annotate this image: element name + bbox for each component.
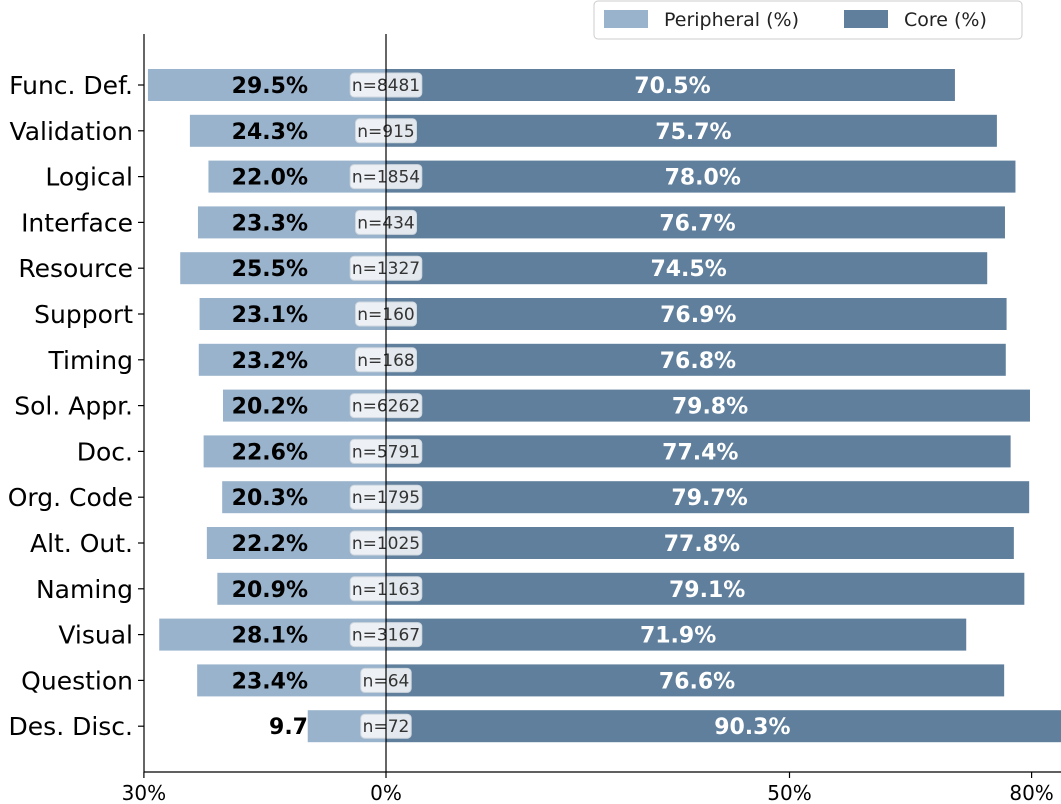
legend-swatch-peripheral [604,10,648,28]
core-value-label: 71.9% [640,624,716,649]
category-label: Visual [58,621,133,650]
peripheral-bar [147,69,386,101]
core-value-label: 75.7% [655,120,731,145]
category-label: Sol. Appr. [14,392,133,421]
core-value-label: 79.8% [672,395,748,420]
peripheral-value-label: 28.1% [232,624,308,649]
core-value-label: 79.1% [669,578,745,603]
legend: Peripheral (%) Core (%) [593,0,1023,40]
peripheral-bar [197,206,386,239]
core-value-label: 70.5% [634,74,710,99]
category-label: Alt. Out. [30,529,133,558]
peripheral-value-label: 20.3% [232,486,308,511]
core-bar [386,298,1007,330]
x-tick-label: 50% [767,781,811,804]
peripheral-value-label: 23.4% [232,669,308,694]
core-bar [386,710,1061,743]
core-value-label: 76.6% [659,669,735,694]
core-bar [386,664,1005,697]
core-value-label: 90.3% [714,715,790,740]
peripheral-value-label: 29.5% [232,74,308,99]
peripheral-value-label: 24.3% [232,120,308,145]
legend-label-peripheral: Peripheral (%) [664,9,799,31]
core-bar [386,572,1025,605]
core-value-label: 76.8% [660,349,736,374]
peripheral-bar [197,664,386,697]
peripheral-value-label: 22.6% [232,440,308,465]
category-label: Question [21,666,133,695]
core-bar [386,252,988,285]
peripheral-value-label: 20.2% [232,395,308,420]
core-bar [386,527,1014,559]
core-bar [386,206,1005,239]
core-value-label: 76.9% [660,303,736,328]
peripheral-value-label: 22.2% [232,532,308,557]
core-bar [386,160,1016,193]
core-bar [386,435,1011,468]
category-label: Timing [48,346,133,375]
peripheral-value-label: 23.1% [232,303,308,328]
axes: Func. Def. Validation Logical Interface Reso… [8,34,1061,804]
peripheral-value-label: 22.0% [232,166,308,191]
core-bar [386,343,1006,376]
peripheral-bar [159,618,386,651]
legend-label-core: Core (%) [904,9,987,31]
core-bar [386,114,997,147]
core-value-label: 79.7% [671,486,747,511]
peripheral-value-label: 20.9% [232,578,308,603]
core-value-label: 74.5% [650,257,726,282]
core-bar [386,481,1030,514]
x-tick-label: 80% [1009,781,1053,804]
peripheral-value-label: 25.5% [232,257,308,282]
core-bar [386,389,1030,422]
legend-swatch-core [844,10,888,28]
core-value-label: 76.7% [659,211,735,236]
category-label: Support [34,300,133,329]
category-label: Des. Disc. [9,712,133,741]
peripheral-value-label: 9.7 [269,715,308,740]
core-bar [386,69,955,101]
category-label: Func. Def. [9,71,133,100]
core-value-label: 78.0% [665,166,741,191]
category-label: Naming [36,575,133,604]
x-tick-label: 30% [122,781,166,804]
peripheral-value-label: 23.3% [232,211,308,236]
category-label: Validation [10,117,133,146]
core-bar [386,618,967,651]
category-label: Resource [18,254,133,283]
peripheral-value-label: 23.2% [232,349,308,374]
x-tick-label: 0% [370,781,402,804]
core-value-label: 77.8% [664,532,740,557]
peripheral-bar [189,114,386,147]
category-label: Org. Code [8,483,133,512]
core-value-label: 77.4% [662,440,738,465]
category-label: Logical [45,163,133,192]
peripheral-bar [199,298,386,330]
legend-box [593,0,1023,40]
category-label: Doc. [77,437,133,466]
category-label: Interface [21,208,133,237]
peripheral-bar [198,343,386,376]
